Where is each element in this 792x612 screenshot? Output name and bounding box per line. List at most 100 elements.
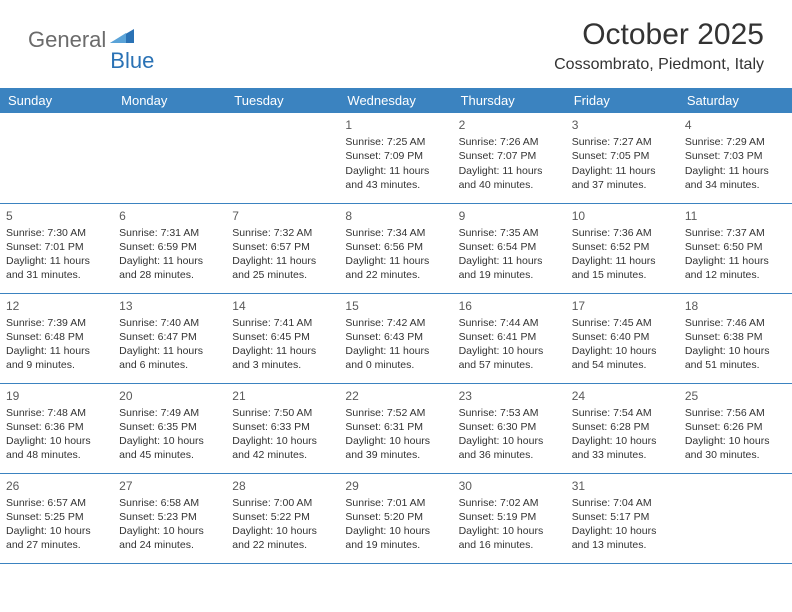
day-number: 20: [119, 388, 220, 404]
sunrise-line: Sunrise: 7:53 AM: [459, 406, 560, 420]
day-number: 11: [685, 208, 786, 224]
calendar-day-cell: 15Sunrise: 7:42 AMSunset: 6:43 PMDayligh…: [339, 293, 452, 383]
calendar-day-cell: 10Sunrise: 7:36 AMSunset: 6:52 PMDayligh…: [566, 203, 679, 293]
calendar-day-cell: 18Sunrise: 7:46 AMSunset: 6:38 PMDayligh…: [679, 293, 792, 383]
logo-text-blue: Blue: [110, 48, 154, 74]
day-number: 22: [345, 388, 446, 404]
calendar-day-cell: [0, 113, 113, 203]
day-number: 6: [119, 208, 220, 224]
calendar-day-cell: 13Sunrise: 7:40 AMSunset: 6:47 PMDayligh…: [113, 293, 226, 383]
calendar-day-cell: 9 Sunrise: 7:35 AMSunset: 6:54 PMDaylight…: [453, 203, 566, 293]
sunrise-line: Sunrise: 6:57 AM: [6, 496, 107, 510]
day-number: 26: [6, 478, 107, 494]
daylight-line: Daylight: 11 hours and 22 minutes.: [345, 254, 446, 282]
sunrise-line: Sunrise: 7:39 AM: [6, 316, 107, 330]
header: General Blue October 2025 Cossombrato, P…: [0, 0, 792, 82]
daylight-line: Daylight: 11 hours and 19 minutes.: [459, 254, 560, 282]
daylight-line: Daylight: 11 hours and 0 minutes.: [345, 344, 446, 372]
sunrise-line: Sunrise: 7:46 AM: [685, 316, 786, 330]
day-number: 25: [685, 388, 786, 404]
daylight-line: Daylight: 11 hours and 43 minutes.: [345, 164, 446, 192]
sunset-line: Sunset: 7:01 PM: [6, 240, 107, 254]
calendar-day-cell: 24Sunrise: 7:54 AMSunset: 6:28 PMDayligh…: [566, 383, 679, 473]
sunrise-line: Sunrise: 7:32 AM: [232, 226, 333, 240]
calendar-week-row: 12 Sunrise: 7:39 AMSunset: 6:48 PM Dayligh…: [0, 293, 792, 383]
calendar-week-row: 19Sunrise: 7:48 AMSunset: 6:36 PMDayligh…: [0, 383, 792, 473]
daylight-line: Daylight: 10 hours and 48 minutes.: [6, 434, 107, 462]
calendar-day-cell: 30Sunrise: 7:02 AMSunset: 5:19 PMDayligh…: [453, 473, 566, 563]
daylight-line: Daylight: 11 hours and 31 minutes.: [6, 254, 107, 282]
calendar-day-cell: 16Sunrise: 7:44 AMSunset: 6:41 PMDayligh…: [453, 293, 566, 383]
weekday-header: Sunday: [0, 88, 113, 113]
sunset-line: Sunset: 6:48 PM: [6, 330, 107, 344]
sunset-line: Sunset: 5:22 PM: [232, 510, 333, 524]
weekday-header: Saturday: [679, 88, 792, 113]
daylight-line: Daylight: 10 hours and 30 minutes.: [685, 434, 786, 462]
calendar-day-cell: 27Sunrise: 6:58 AMSunset: 5:23 PMDayligh…: [113, 473, 226, 563]
day-number: 8: [345, 208, 446, 224]
daylight-line: Daylight: 10 hours and 42 minutes.: [232, 434, 333, 462]
calendar-day-cell: 5Sunrise: 7:30 AMSunset: 7:01 PMDaylight…: [0, 203, 113, 293]
calendar-week-row: 26Sunrise: 6:57 AMSunset: 5:25 PMDayligh…: [0, 473, 792, 563]
weekday-header: Monday: [113, 88, 226, 113]
sunrise-line: Sunrise: 7:02 AM: [459, 496, 560, 510]
day-number: 14: [232, 298, 333, 314]
daylight-line: Daylight: 10 hours and 22 minutes.: [232, 524, 333, 552]
daylight-line: Daylight: 10 hours and 57 minutes.: [459, 344, 560, 372]
sunrise-line: Sunrise: 7:04 AM: [572, 496, 673, 510]
sunset-line: Sunset: 6:36 PM: [6, 420, 107, 434]
calendar-day-cell: 26Sunrise: 6:57 AMSunset: 5:25 PMDayligh…: [0, 473, 113, 563]
daylight-line: Daylight: 10 hours and 13 minutes.: [572, 524, 673, 552]
sunset-line: Sunset: 6:40 PM: [572, 330, 673, 344]
sunrise-line: Sunrise: 7:50 AM: [232, 406, 333, 420]
title-block: October 2025 Cossombrato, Piedmont, Ital…: [554, 18, 764, 74]
day-number: 3: [572, 117, 673, 133]
daylight-line: Daylight: 10 hours and 16 minutes.: [459, 524, 560, 552]
day-number: 13: [119, 298, 220, 314]
sunset-line: Sunset: 6:47 PM: [119, 330, 220, 344]
sunset-line: Sunset: 7:05 PM: [572, 149, 673, 163]
calendar-day-cell: 29Sunrise: 7:01 AMSunset: 5:20 PMDayligh…: [339, 473, 452, 563]
calendar-day-cell: 3Sunrise: 7:27 AMSunset: 7:05 PMDaylight…: [566, 113, 679, 203]
day-number: 28: [232, 478, 333, 494]
sunset-line: Sunset: 6:57 PM: [232, 240, 333, 254]
calendar-day-cell: 6Sunrise: 7:31 AMSunset: 6:59 PMDaylight…: [113, 203, 226, 293]
daylight-line: Daylight: 11 hours and 3 minutes.: [232, 344, 333, 372]
daylight-line: Daylight: 10 hours and 45 minutes.: [119, 434, 220, 462]
calendar-day-cell: 14Sunrise: 7:41 AMSunset: 6:45 PMDayligh…: [226, 293, 339, 383]
sunrise-line: Sunrise: 7:30 AM: [6, 226, 107, 240]
sunrise-line: Sunrise: 6:58 AM: [119, 496, 220, 510]
sunset-line: Sunset: 6:26 PM: [685, 420, 786, 434]
sunrise-line: Sunrise: 7:45 AM: [572, 316, 673, 330]
day-number: 12: [6, 298, 107, 314]
sunrise-line: Sunrise: 7:35 AM: [459, 226, 560, 240]
daylight-line: Daylight: 10 hours and 19 minutes.: [345, 524, 446, 552]
sunrise-line: Sunrise: 7:54 AM: [572, 406, 673, 420]
daylight-line: Daylight: 10 hours and 54 minutes.: [572, 344, 673, 372]
day-number: 9: [459, 208, 560, 224]
logo-text-general: General: [28, 27, 106, 53]
calendar-table: SundayMondayTuesdayWednesdayThursdayFrid…: [0, 88, 792, 564]
sunset-line: Sunset: 6:43 PM: [345, 330, 446, 344]
sunrise-line: Sunrise: 7:52 AM: [345, 406, 446, 420]
sunrise-line: Sunrise: 7:29 AM: [685, 135, 786, 149]
daylight-line: Daylight: 11 hours and 15 minutes.: [572, 254, 673, 282]
calendar-week-row: 1Sunrise: 7:25 AMSunset: 7:09 PMDaylight…: [0, 113, 792, 203]
sunrise-line: Sunrise: 7:49 AM: [119, 406, 220, 420]
sunrise-line: Sunrise: 7:56 AM: [685, 406, 786, 420]
sunset-line: Sunset: 6:30 PM: [459, 420, 560, 434]
calendar-day-cell: 19Sunrise: 7:48 AMSunset: 6:36 PMDayligh…: [0, 383, 113, 473]
day-number: 31: [572, 478, 673, 494]
sunset-line: Sunset: 6:52 PM: [572, 240, 673, 254]
daylight-line: Daylight: 10 hours and 36 minutes.: [459, 434, 560, 462]
daylight-line: Daylight: 10 hours and 39 minutes.: [345, 434, 446, 462]
weekday-header: Friday: [566, 88, 679, 113]
day-number: 21: [232, 388, 333, 404]
sunset-line: Sunset: 6:28 PM: [572, 420, 673, 434]
calendar-day-cell: 31Sunrise: 7:04 AMSunset: 5:17 PMDayligh…: [566, 473, 679, 563]
calendar-day-cell: 12Sunrise: 7:39 AMSunset: 6:48 PMDayligh…: [0, 293, 113, 383]
calendar-day-cell: 7Sunrise: 7:32 AMSunset: 6:57 PMDaylight…: [226, 203, 339, 293]
sunset-line: Sunset: 6:54 PM: [459, 240, 560, 254]
calendar-week-row: 5Sunrise: 7:30 AMSunset: 7:01 PMDaylight…: [0, 203, 792, 293]
day-number: 7: [232, 208, 333, 224]
